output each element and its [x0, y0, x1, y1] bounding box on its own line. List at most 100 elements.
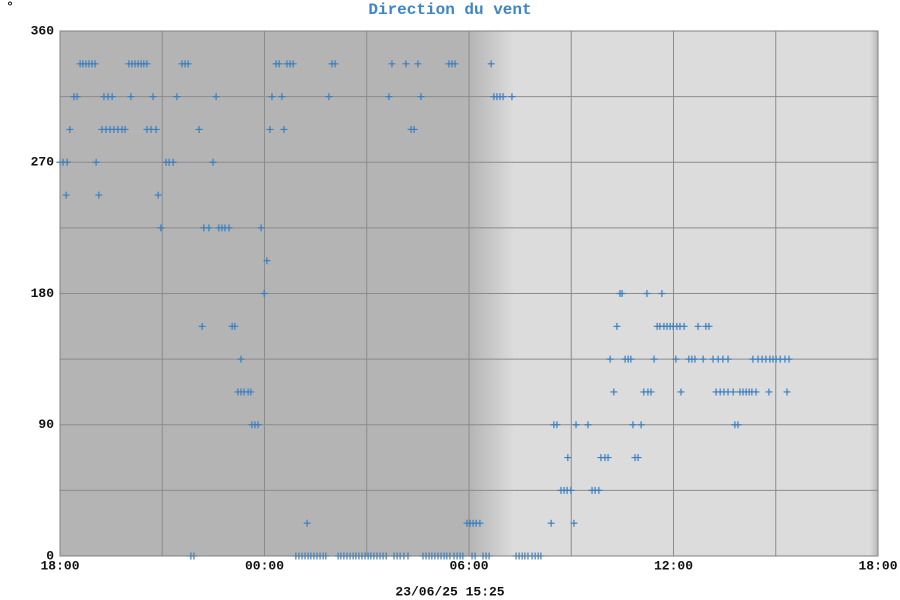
- data-point: [198, 322, 206, 330]
- data-point: [677, 388, 685, 396]
- data-point: [629, 421, 637, 429]
- data-point: [765, 388, 773, 396]
- data-point: [257, 224, 265, 232]
- data-point: [231, 322, 239, 330]
- data-point: [572, 421, 580, 429]
- data-point: [268, 93, 276, 101]
- data-point: [627, 355, 635, 363]
- data-point: [672, 355, 680, 363]
- data-point: [95, 191, 103, 199]
- data-point: [225, 224, 233, 232]
- data-point: [169, 158, 177, 166]
- data-point: [618, 290, 626, 297]
- data-point: [212, 93, 220, 101]
- data-point: [680, 322, 688, 330]
- data-point: [73, 93, 81, 101]
- data-point: [724, 355, 732, 363]
- data-point: [734, 421, 742, 429]
- y-tick-label: 180: [31, 286, 55, 301]
- plot-frame: [59, 30, 879, 557]
- data-point: [694, 322, 702, 330]
- data-point: [331, 60, 339, 68]
- data-point: [266, 125, 274, 133]
- data-point: [570, 519, 578, 527]
- data-point: [385, 93, 393, 101]
- data-point: [584, 421, 592, 429]
- x-tick-label: 12:00: [654, 558, 693, 573]
- data-point: [325, 93, 333, 101]
- data-point: [195, 125, 203, 133]
- data-point: [149, 93, 157, 101]
- data-point: [643, 290, 651, 297]
- data-point: [388, 60, 396, 68]
- data-point: [553, 421, 561, 429]
- data-point: [278, 93, 286, 101]
- footer: 23/06/25 15:25: [395, 584, 504, 599]
- x-tick-label: 18:00: [858, 558, 897, 573]
- y-tick-label: 90: [38, 417, 54, 432]
- data-point: [152, 125, 160, 133]
- data-point: [604, 454, 612, 462]
- data-point: [783, 388, 791, 396]
- data-point: [263, 257, 271, 265]
- data-point: [62, 191, 70, 199]
- data-point: [303, 519, 311, 527]
- data-point: [564, 454, 572, 462]
- data-point: [410, 125, 418, 133]
- data-point: [402, 60, 410, 68]
- data-point: [205, 224, 213, 232]
- data-point: [280, 125, 288, 133]
- data-point: [92, 158, 100, 166]
- data-point: [637, 421, 645, 429]
- data-point: [417, 93, 425, 101]
- y-tick-label: 0: [46, 548, 54, 563]
- data-point: [143, 60, 151, 68]
- data-point: [184, 60, 192, 68]
- data-point: [275, 60, 283, 68]
- data-point: [699, 355, 707, 363]
- x-tick-label: 18:00: [40, 558, 79, 573]
- data-point: [476, 519, 484, 527]
- y-tick-label: 270: [31, 155, 55, 170]
- data-point: [157, 224, 165, 232]
- y-axis-label: °: [6, 0, 14, 14]
- data-point: [63, 158, 71, 166]
- data-point: [414, 60, 422, 68]
- data-point: [487, 60, 495, 68]
- x-tick-label: 00:00: [245, 558, 284, 573]
- data-point: [237, 355, 245, 363]
- data-point: [691, 355, 699, 363]
- data-point: [610, 388, 618, 396]
- data-point: [451, 60, 459, 68]
- data-point: [752, 388, 760, 396]
- y-tick-label: 360: [31, 23, 55, 38]
- data-point: [173, 93, 181, 101]
- data-point: [613, 322, 621, 330]
- data-point: [647, 388, 655, 396]
- data-point: [508, 93, 516, 101]
- x-tick-label: 06:00: [449, 558, 488, 573]
- data-point: [289, 60, 297, 68]
- data-point: [606, 355, 614, 363]
- data-point: [66, 125, 74, 133]
- data-point: [499, 93, 507, 101]
- data-point: [729, 388, 737, 396]
- data-point: [260, 290, 268, 297]
- data-point: [567, 486, 575, 494]
- data-point: [121, 125, 129, 133]
- data-point: [595, 486, 603, 494]
- data-point: [634, 454, 642, 462]
- data-point: [650, 355, 658, 363]
- data-point: [705, 322, 713, 330]
- data-point: [91, 60, 99, 68]
- data-point: [127, 93, 135, 101]
- data-point: [247, 388, 255, 396]
- data-point: [108, 93, 116, 101]
- data-point: [254, 421, 262, 429]
- data-point: [209, 158, 217, 166]
- data-point: [785, 355, 793, 363]
- data-point: [658, 290, 666, 297]
- chart-title: Direction du vent: [368, 1, 531, 19]
- data-point: [547, 519, 555, 527]
